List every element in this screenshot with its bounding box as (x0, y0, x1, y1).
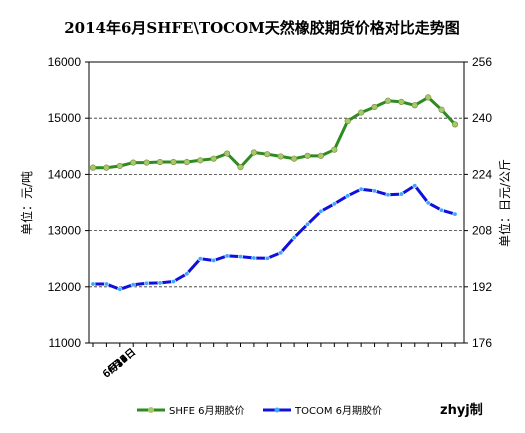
data-point-tocom (372, 188, 378, 194)
right-tick-label: 240 (472, 111, 492, 125)
data-point-tocom (452, 211, 458, 217)
right-tick-label: 176 (472, 336, 492, 350)
data-point-tocom (425, 200, 431, 206)
legend: SHFE 6月期胶价 TOCOM 6月期胶价 (137, 404, 382, 417)
data-point-tocom (318, 208, 324, 214)
data-point-tocom (305, 221, 311, 227)
data-point-tocom (345, 193, 351, 199)
right-tick-label: 256 (472, 55, 492, 69)
data-point-shfe (143, 159, 150, 166)
chart-title: 2014年6月SHFE\TOCOM天然橡胶期货价格对比走势图 (64, 19, 460, 37)
data-point-shfe (384, 97, 392, 104)
data-point-tocom (251, 255, 257, 261)
legend-label-tocom: TOCOM 6月期胶价 (294, 404, 382, 417)
data-point-tocom (117, 286, 123, 292)
data-point-shfe (183, 158, 190, 166)
data-point-shfe (197, 157, 204, 164)
x-axis: 6月3日6月6日6月9日6月12日6月15日6月18日6月21日6月24日6月2… (92, 343, 456, 380)
data-point-tocom (439, 207, 445, 213)
data-point-tocom (385, 192, 391, 198)
legend-item-shfe: SHFE 6月期胶价 (137, 404, 244, 417)
data-point-tocom (144, 280, 150, 286)
series-line-shfe (93, 95, 457, 170)
data-point-shfe (250, 149, 257, 156)
data-point-shfe (291, 155, 298, 162)
left-tick-label: 14000 (48, 167, 82, 181)
data-point-tocom (157, 280, 163, 286)
data-point-shfe (130, 159, 137, 166)
left-tick-label: 15000 (48, 111, 82, 125)
data-point-shfe (317, 152, 325, 159)
data-point-shfe (398, 98, 405, 106)
data-point-tocom (103, 281, 109, 287)
data-point-tocom (278, 250, 284, 256)
data-point-tocom (412, 183, 418, 189)
left-tick-label: 12000 (48, 280, 82, 294)
data-point-shfe (116, 162, 123, 170)
data-point-tocom (211, 257, 217, 263)
x-tick-label: 6月30日 (100, 346, 138, 380)
data-point-tocom (90, 281, 96, 287)
data-point-tocom (291, 235, 297, 241)
data-point-shfe (170, 158, 177, 166)
data-point-tocom (264, 255, 270, 261)
right-axis-label: 单位：日元/公斤 (497, 159, 512, 247)
legend-marker-shfe (148, 407, 154, 413)
data-point-tocom (331, 201, 337, 207)
data-point-shfe (237, 163, 244, 171)
data-point-shfe (344, 117, 351, 125)
legend-item-tocom: TOCOM 6月期胶价 (263, 404, 382, 417)
legend-marker-tocom (274, 407, 280, 413)
left-axis-label: 单位：元/吨 (19, 171, 34, 235)
data-point-tocom (170, 279, 176, 285)
data-point-shfe (103, 164, 110, 171)
left-tick-label: 11000 (49, 336, 82, 350)
data-point-shfe (451, 121, 459, 128)
right-tick-label: 192 (472, 280, 492, 294)
data-point-tocom (224, 253, 230, 259)
series-line-tocom (93, 184, 456, 291)
data-point-shfe (277, 153, 284, 160)
chart-credit: zhyj制 (440, 402, 483, 418)
data-point-shfe (156, 158, 164, 166)
data-point-tocom (130, 282, 136, 288)
data-point-shfe (264, 151, 271, 158)
right-tick-label: 208 (472, 224, 492, 238)
grid-lines (89, 117, 464, 288)
data-point-tocom (398, 191, 404, 197)
data-point-tocom (358, 186, 364, 192)
data-point-shfe (371, 103, 378, 111)
data-point-tocom (237, 254, 243, 260)
data-point-shfe (331, 146, 338, 153)
series-lines (89, 94, 459, 292)
legend-label-shfe: SHFE 6月期胶价 (169, 404, 244, 417)
left-tick-label: 16000 (48, 55, 82, 69)
data-point-tocom (197, 256, 203, 262)
data-point-shfe (89, 164, 97, 171)
left-y-axis: 11000 12000 13000 14000 15000 16000 (48, 55, 89, 350)
data-point-tocom (184, 271, 190, 277)
plot-area (88, 61, 465, 344)
data-point-shfe (438, 106, 445, 113)
data-point-shfe (425, 94, 432, 101)
data-point-shfe (210, 155, 217, 162)
data-point-shfe (223, 150, 231, 157)
right-tick-label: 224 (472, 167, 492, 181)
right-y-axis: 176 192 208 224 240 256 (464, 55, 492, 350)
data-point-shfe (304, 152, 311, 159)
left-tick-label: 13000 (48, 224, 82, 238)
data-point-shfe (411, 102, 418, 109)
data-point-shfe (358, 109, 365, 116)
